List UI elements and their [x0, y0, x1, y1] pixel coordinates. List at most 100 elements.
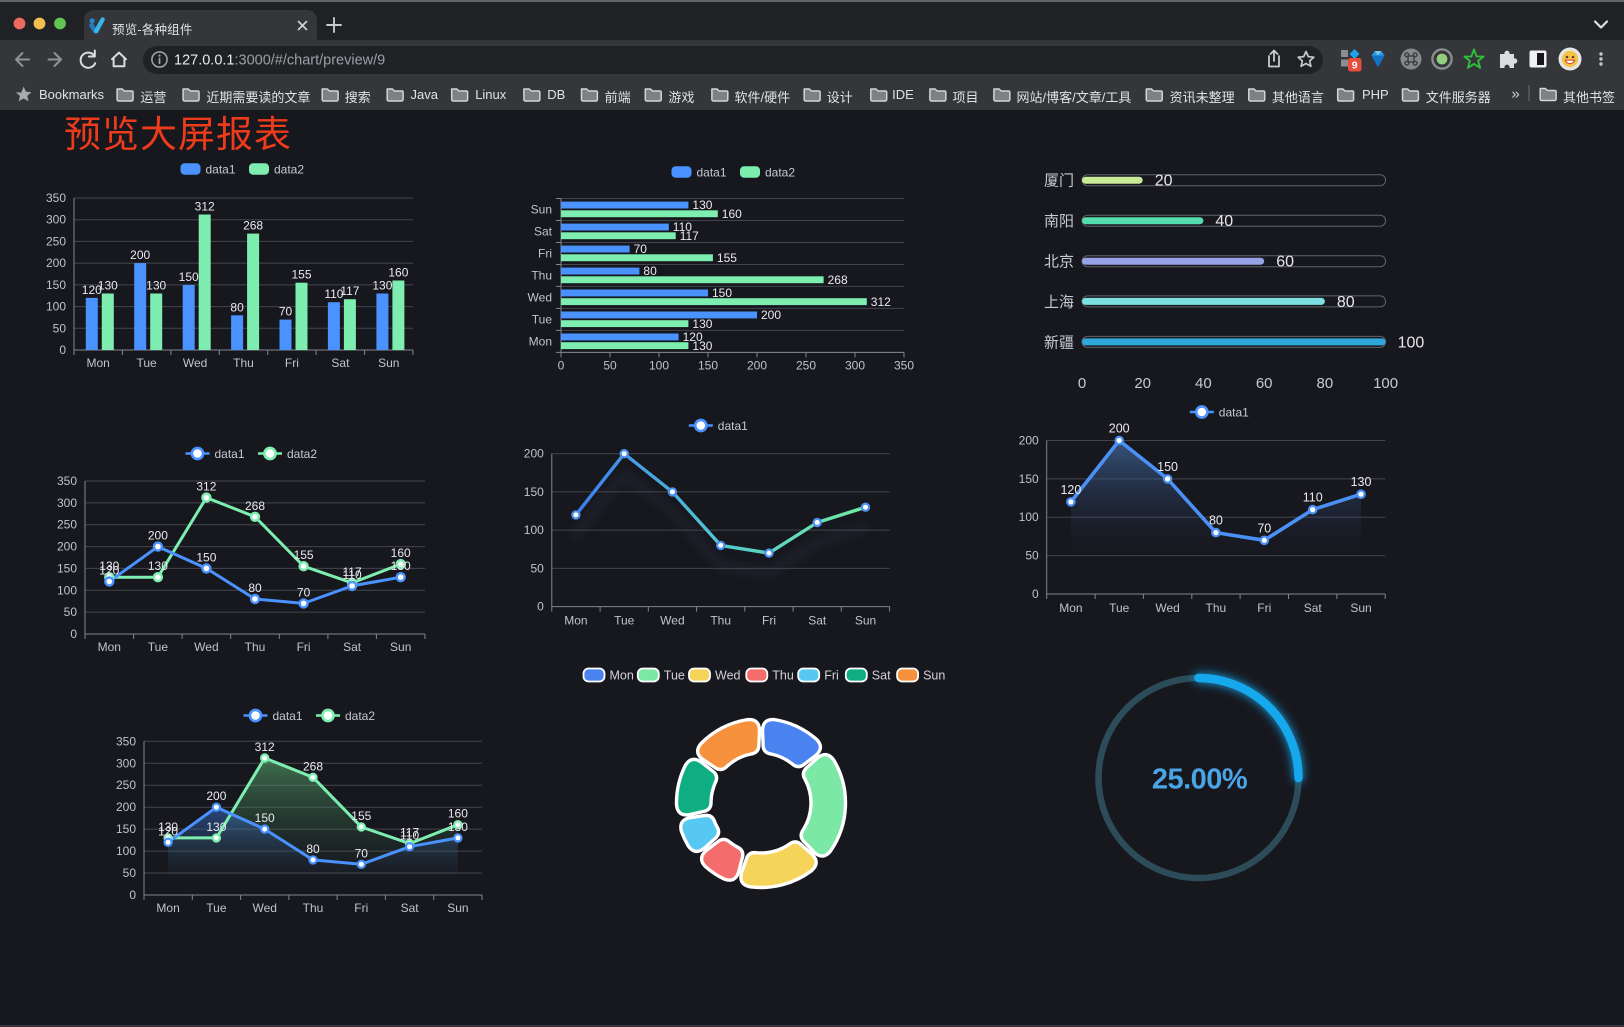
svg-text:300: 300 [845, 358, 865, 372]
svg-text:120: 120 [158, 824, 178, 838]
svg-text:Mon: Mon [529, 334, 552, 348]
svg-text:50: 50 [530, 561, 544, 575]
svg-text:350: 350 [57, 474, 77, 488]
svg-text:Wed: Wed [194, 640, 218, 654]
svg-text:300: 300 [116, 756, 136, 770]
svg-text:350: 350 [116, 734, 136, 748]
svg-text:data1: data1 [718, 419, 748, 433]
svg-text:Sun: Sun [1350, 601, 1371, 615]
svg-text:100: 100 [116, 844, 136, 858]
svg-text:200: 200 [46, 256, 66, 270]
svg-text:120: 120 [683, 330, 703, 344]
svg-text:130: 130 [1351, 475, 1372, 489]
svg-text:50: 50 [123, 866, 137, 880]
svg-text:312: 312 [255, 740, 275, 754]
svg-text:268: 268 [245, 499, 265, 513]
svg-text:Thu: Thu [233, 356, 254, 370]
svg-text:70: 70 [355, 846, 369, 860]
svg-text:150: 150 [524, 485, 544, 499]
svg-text:80: 80 [248, 581, 262, 595]
svg-text:新疆: 新疆 [1044, 334, 1074, 351]
svg-text:50: 50 [53, 321, 67, 335]
svg-text:0: 0 [129, 888, 136, 902]
svg-text:Fri: Fri [297, 640, 311, 654]
svg-text:0: 0 [537, 600, 544, 614]
svg-text:20: 20 [1134, 375, 1151, 392]
svg-text:200: 200 [1109, 422, 1130, 436]
svg-text:110: 110 [1303, 491, 1323, 505]
svg-text:Fri: Fri [354, 901, 368, 915]
svg-text:200: 200 [747, 358, 767, 372]
svg-text:350: 350 [46, 191, 66, 205]
svg-text:100: 100 [1373, 375, 1398, 392]
svg-text:Fri: Fri [285, 356, 299, 370]
svg-text:80: 80 [1209, 514, 1223, 528]
svg-text:Sun: Sun [923, 669, 945, 683]
svg-text:120: 120 [99, 564, 119, 578]
svg-text:312: 312 [871, 295, 891, 309]
svg-text:127.0.0.1:3000/#/chart/preview: 127.0.0.1:3000/#/chart/preview/9 [174, 53, 385, 69]
svg-text:0: 0 [558, 358, 565, 372]
svg-text:110: 110 [673, 220, 692, 234]
svg-text:20: 20 [1155, 173, 1173, 190]
svg-text:150: 150 [712, 286, 732, 300]
svg-text:100: 100 [1398, 334, 1425, 351]
svg-text:150: 150 [196, 550, 216, 564]
svg-text:80: 80 [306, 842, 320, 856]
svg-text:150: 150 [57, 561, 77, 575]
svg-text:120: 120 [1060, 483, 1081, 497]
svg-text:Tue: Tue [664, 669, 685, 683]
svg-text:70: 70 [634, 242, 648, 256]
svg-text:70: 70 [297, 585, 311, 599]
svg-text:Sun: Sun [378, 356, 399, 370]
svg-text:Sat: Sat [808, 614, 827, 628]
svg-text:160: 160 [722, 207, 742, 221]
svg-text:Mon: Mon [564, 614, 587, 628]
svg-text:150: 150 [698, 358, 718, 372]
svg-text:155: 155 [717, 251, 737, 265]
svg-text:155: 155 [294, 548, 314, 562]
svg-text:200: 200 [116, 800, 136, 814]
svg-text:80: 80 [230, 300, 244, 314]
svg-text:150: 150 [1019, 472, 1039, 486]
svg-text:200: 200 [206, 789, 226, 803]
svg-text:Wed: Wed [660, 614, 684, 628]
svg-text:100: 100 [1019, 510, 1039, 524]
svg-text:150: 150 [255, 811, 275, 825]
svg-text:Fri: Fri [762, 614, 776, 628]
svg-text:Sun: Sun [855, 614, 876, 628]
svg-text:250: 250 [796, 358, 816, 372]
svg-text:100: 100 [46, 300, 66, 314]
svg-text:Thu: Thu [772, 669, 794, 683]
svg-text:80: 80 [1337, 294, 1355, 311]
svg-text:80: 80 [643, 264, 657, 278]
svg-text:130: 130 [692, 317, 712, 331]
svg-text:40: 40 [1195, 375, 1212, 392]
svg-text:268: 268 [243, 219, 263, 233]
svg-text:0: 0 [70, 627, 77, 641]
svg-text:Wed: Wed [252, 901, 276, 915]
svg-text:130: 130 [148, 559, 168, 573]
svg-text:130: 130 [692, 198, 712, 212]
svg-text:300: 300 [46, 213, 66, 227]
svg-text:200: 200 [130, 248, 150, 262]
svg-text:Tue: Tue [532, 312, 553, 326]
svg-text:Mon: Mon [1059, 601, 1082, 615]
svg-text:»: » [1511, 86, 1519, 103]
svg-text:130: 130 [98, 279, 118, 293]
svg-text:350: 350 [894, 358, 914, 372]
svg-text:160: 160 [448, 807, 468, 821]
svg-text:117: 117 [680, 229, 699, 243]
svg-text:110: 110 [343, 568, 362, 582]
svg-text:data2: data2 [287, 447, 317, 461]
svg-text:250: 250 [57, 518, 77, 532]
svg-text:data1: data1 [206, 162, 236, 176]
svg-text:150: 150 [179, 270, 199, 284]
svg-text:Thu: Thu [303, 901, 324, 915]
svg-text:0: 0 [59, 343, 66, 357]
svg-text:Sun: Sun [531, 203, 552, 217]
svg-text:Sun: Sun [390, 640, 411, 654]
svg-text:Mon: Mon [610, 669, 634, 683]
svg-text:50: 50 [64, 605, 78, 619]
svg-text:Sat: Sat [331, 356, 350, 370]
